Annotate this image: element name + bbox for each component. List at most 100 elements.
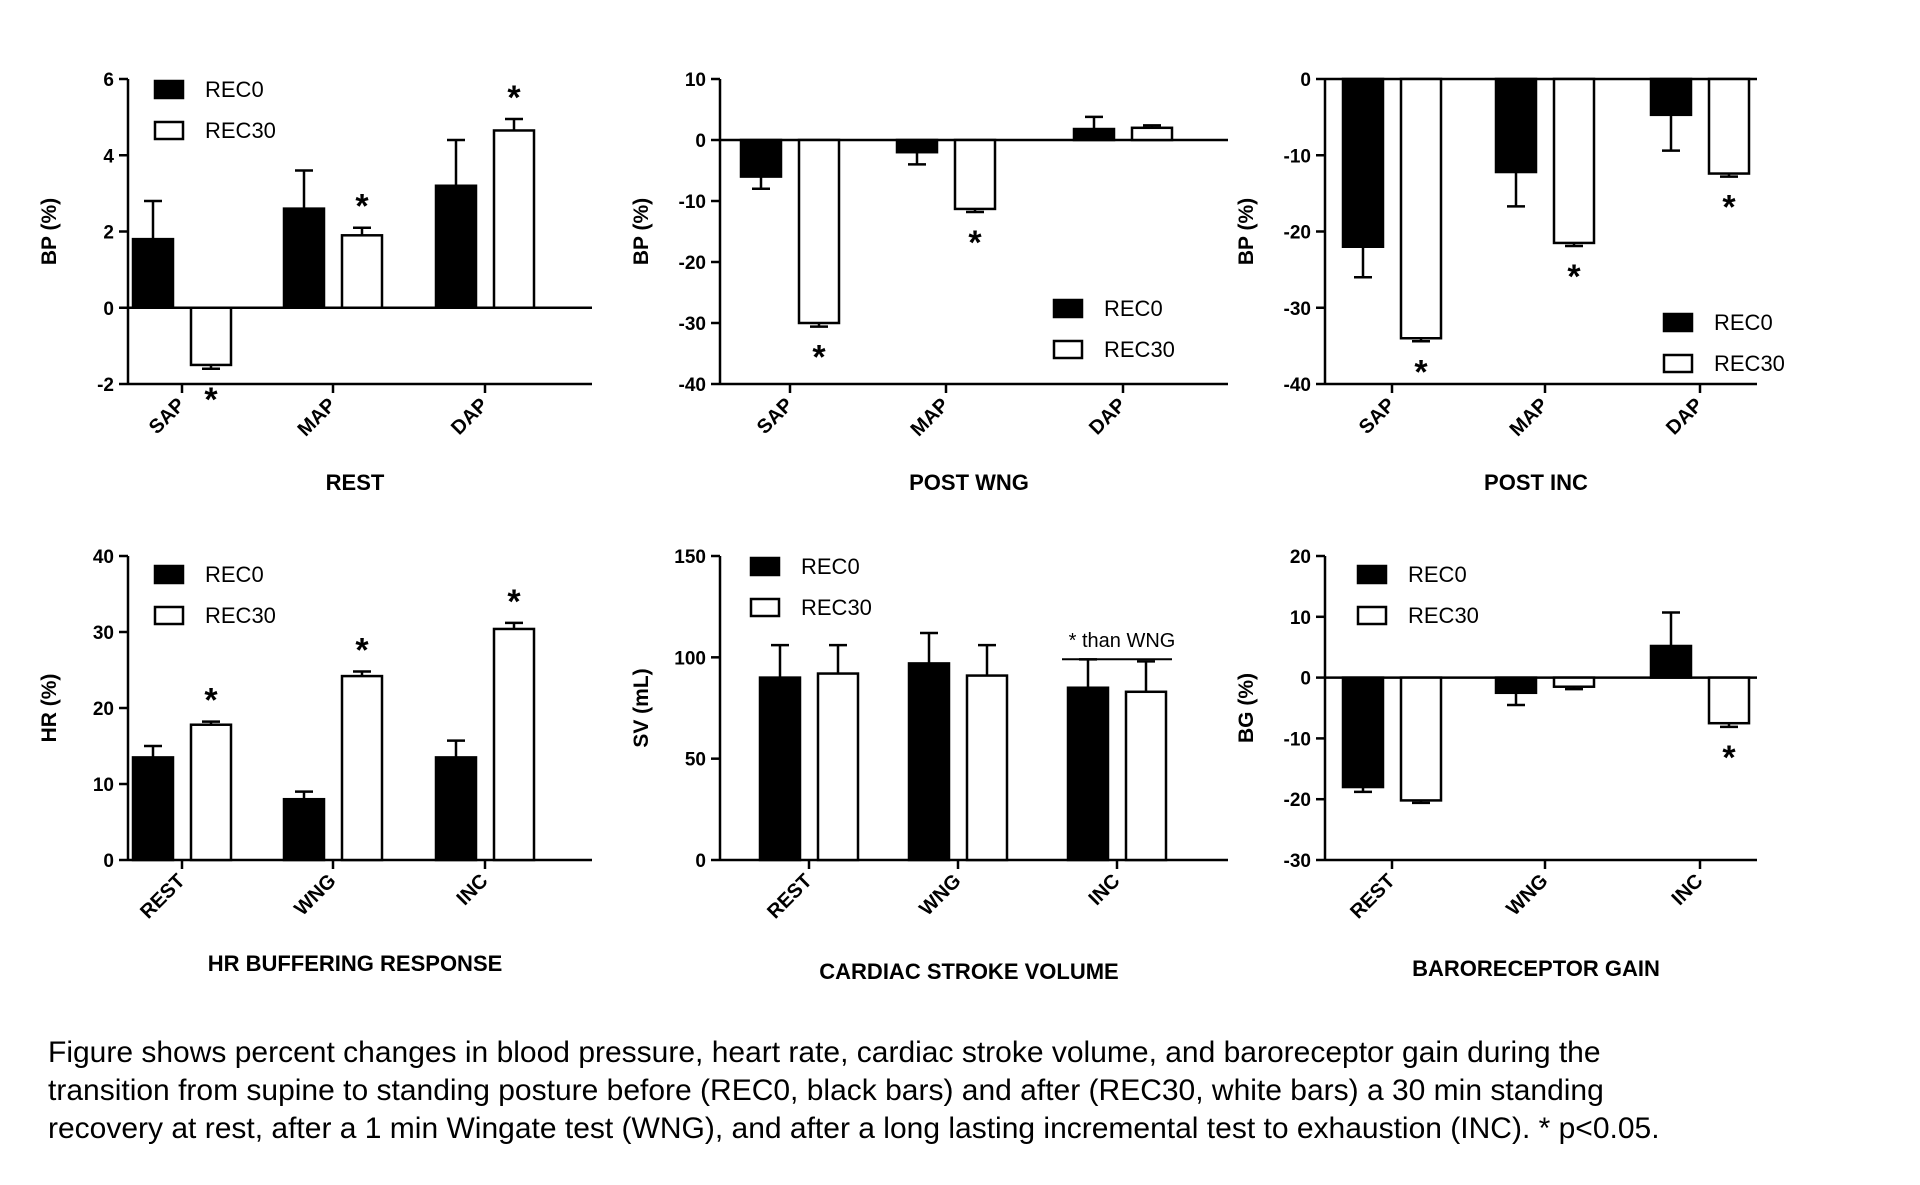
- legend-swatch: [153, 605, 185, 626]
- x-tick-label: DAP: [1662, 394, 1707, 439]
- y-axis-label: BP (%): [1235, 198, 1258, 265]
- bar-rec30: [1707, 676, 1751, 725]
- bar-rec30: [1399, 77, 1443, 340]
- legend-label: REC0: [801, 554, 860, 579]
- y-tick-label: -30: [679, 314, 706, 335]
- y-axis-label: BG (%): [1235, 673, 1258, 743]
- bar-rec0: [907, 662, 951, 862]
- y-tick-label: -20: [679, 253, 706, 274]
- legend-label: REC30: [205, 118, 276, 143]
- bar-rec30: [340, 234, 384, 309]
- bar-rec0: [282, 207, 326, 309]
- y-tick-label: -20: [1284, 223, 1311, 244]
- significance-star: *: [1722, 739, 1736, 777]
- chart-panel: -2 0 2 4 6 BP (%) SAP MAP DAP * * * REC0 REC30 REST: [38, 70, 592, 495]
- bar-rec30: [340, 674, 384, 862]
- x-tick-label: WNG: [915, 870, 965, 920]
- y-tick-label: 10: [93, 775, 114, 796]
- bar-rec0: [1341, 77, 1385, 248]
- figure-caption: Figure shows percent changes in blood pr…: [48, 1034, 1908, 1148]
- legend-swatch: [1662, 353, 1694, 374]
- legend-swatch: [153, 564, 185, 585]
- legend-label: REC0: [1714, 310, 1773, 335]
- significance-star: *: [812, 339, 826, 377]
- significance-star: *: [1567, 258, 1581, 296]
- legend-label: REC0: [1104, 296, 1163, 321]
- y-tick-label: 0: [695, 131, 706, 152]
- bar-rec0: [1066, 686, 1110, 862]
- chart-title: CARDIAC STROKE VOLUME: [819, 959, 1118, 984]
- significance-star: *: [355, 188, 369, 226]
- y-tick-label: 30: [93, 623, 114, 644]
- legend-label: REC0: [1408, 562, 1467, 587]
- y-tick-label: 0: [103, 299, 114, 320]
- y-tick-label: -10: [1284, 146, 1311, 167]
- chart-panel: -40 -30 -20 -10 0 10 BP (%) SAP MAP DAP * * REC0 REC3…: [630, 70, 1228, 495]
- legend-label: REC30: [205, 603, 276, 628]
- bar-rec30: [189, 306, 233, 367]
- x-tick-label: MAP: [907, 394, 954, 441]
- legend-label: REC0: [205, 562, 264, 587]
- chart-title: BARORECEPTOR GAIN: [1412, 956, 1660, 981]
- bar-rec30: [1707, 77, 1751, 175]
- significance-star: *: [507, 79, 521, 117]
- chart-title: POST INC: [1484, 470, 1588, 495]
- x-tick-label: SAP: [1355, 394, 1400, 439]
- x-tick-label: REST: [1346, 870, 1399, 923]
- bar-rec30: [189, 723, 233, 862]
- y-tick-label: 0: [103, 851, 114, 872]
- y-tick-label: -30: [1284, 851, 1311, 872]
- y-tick-label: 40: [93, 547, 114, 568]
- legend-swatch: [1356, 564, 1388, 585]
- significance-star: *: [204, 381, 218, 419]
- legend-swatch: [153, 79, 185, 100]
- y-axis-label: SV (mL): [630, 668, 653, 747]
- significance-star: *: [204, 682, 218, 720]
- bar-rec30: [1399, 676, 1443, 802]
- y-tick-label: -10: [679, 192, 706, 213]
- legend-swatch: [749, 597, 781, 618]
- bar-rec30: [1124, 690, 1168, 862]
- caption-line: Figure shows percent changes in blood pr…: [48, 1036, 1601, 1069]
- legend-swatch: [1052, 298, 1084, 319]
- bar-rec0: [895, 138, 939, 154]
- bar-rec30: [1552, 676, 1596, 688]
- bar-rec30: [965, 674, 1009, 862]
- bracket-label: * than WNG: [1069, 630, 1176, 652]
- bar-rec30: [492, 627, 536, 862]
- y-tick-label: 0: [1300, 669, 1311, 690]
- x-tick-label: SAP: [753, 394, 798, 439]
- legend-label: REC30: [801, 595, 872, 620]
- x-tick-label: WNG: [290, 870, 340, 920]
- bar-rec30: [797, 138, 841, 325]
- legend-label: REC0: [205, 77, 264, 102]
- significance-star: *: [1414, 353, 1428, 391]
- y-tick-label: -40: [679, 375, 706, 396]
- caption-line: recovery at rest, after a 1 min Wingate …: [48, 1112, 1660, 1145]
- bar-rec30: [953, 138, 997, 211]
- y-tick-label: 0: [1300, 70, 1311, 91]
- y-tick-label: 10: [685, 70, 706, 91]
- y-axis-label: HR (%): [38, 674, 61, 743]
- chart-title: POST WNG: [909, 470, 1029, 495]
- bar-rec0: [434, 184, 478, 309]
- x-tick-label: INC: [453, 870, 493, 910]
- y-tick-label: -30: [1284, 299, 1311, 320]
- bar-rec30: [492, 129, 536, 309]
- bar-rec0: [1341, 676, 1385, 789]
- bar-rec0: [1649, 644, 1693, 679]
- x-tick-label: REST: [136, 870, 189, 923]
- bar-rec0: [1494, 77, 1538, 174]
- y-tick-label: 10: [1290, 608, 1311, 629]
- y-tick-label: 150: [674, 547, 706, 568]
- significance-star: *: [355, 632, 369, 670]
- bar-rec0: [282, 797, 326, 862]
- legend-swatch: [1662, 312, 1694, 333]
- bar-rec0: [1072, 127, 1116, 142]
- y-tick-label: -2: [97, 375, 114, 396]
- y-axis-label: BP (%): [38, 198, 61, 265]
- significance-star: *: [968, 224, 982, 262]
- chart-title: REST: [326, 470, 385, 495]
- bar-rec0: [434, 756, 478, 862]
- y-tick-label: -10: [1284, 729, 1311, 750]
